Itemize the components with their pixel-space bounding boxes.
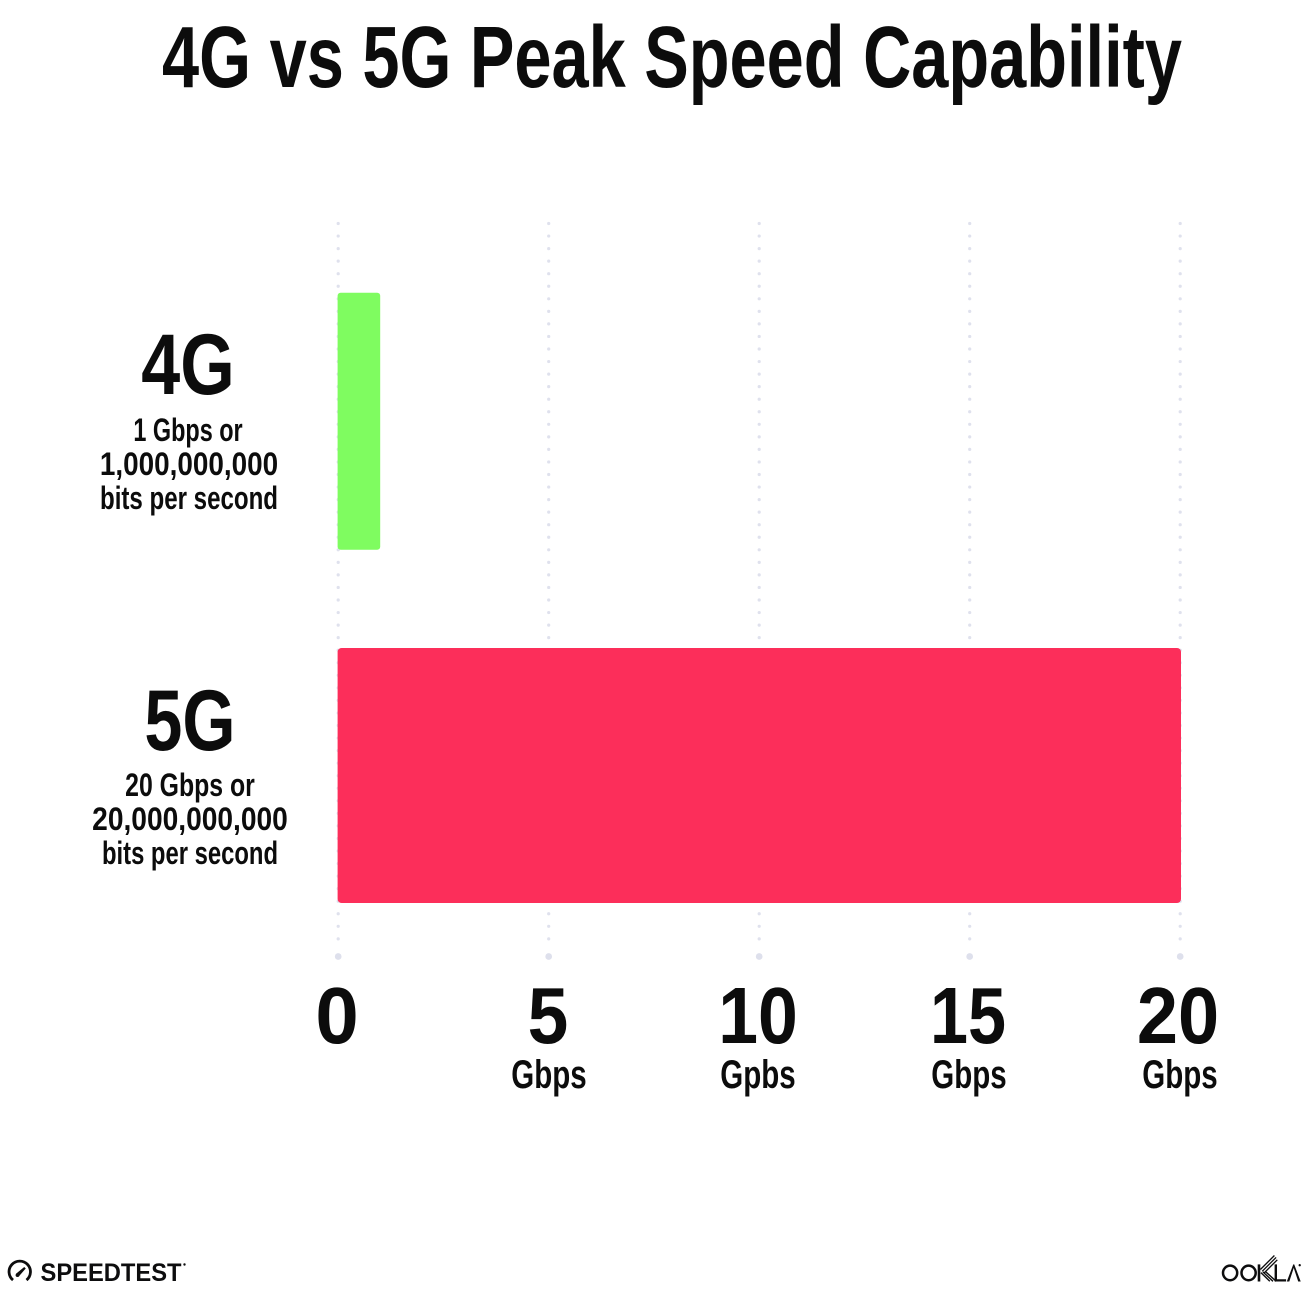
svg-text:SPEEDTEST: SPEEDTEST (41, 1259, 182, 1287)
